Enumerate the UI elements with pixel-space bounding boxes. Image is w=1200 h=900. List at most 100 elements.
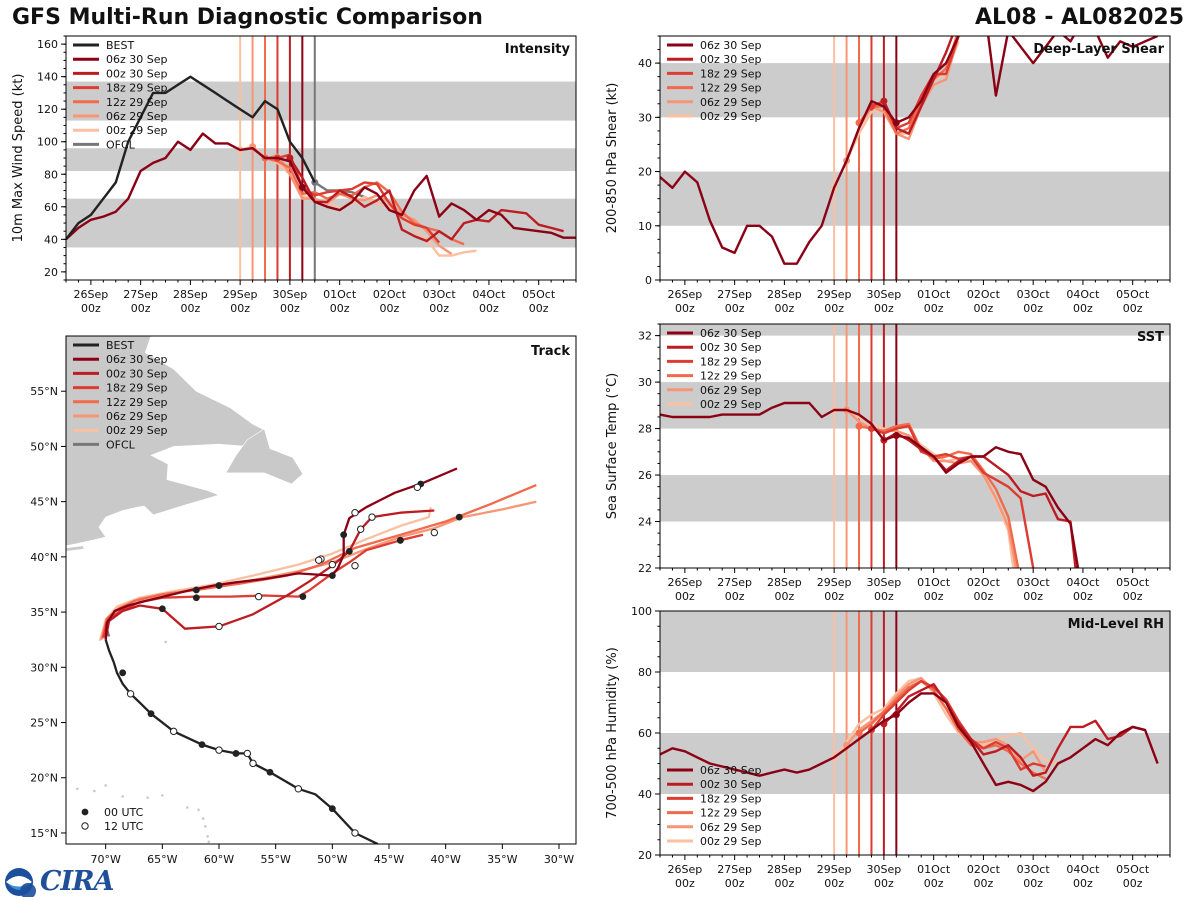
track-dot-00utc [345, 547, 353, 555]
y-tick-label: 40 [638, 57, 652, 70]
y-tick-label: 20 [44, 266, 58, 279]
panel-title: Intensity [505, 42, 571, 57]
x-tick-label: 03Oct [1017, 288, 1051, 301]
x-tick-label: 26Sep [668, 576, 703, 589]
y-tick-label: 40°N [30, 551, 58, 564]
y-tick-label: 30°N [30, 661, 58, 674]
track-dot-00utc [147, 710, 155, 718]
x-tick-label: 00z [1123, 877, 1143, 890]
track-line-00z-29-Sep [98, 506, 433, 642]
legend-label: 18z 29 Sep [700, 355, 762, 368]
legend-label: 00z 30 Sep [106, 67, 168, 80]
x-tick-label: 30Sep [273, 288, 308, 301]
x-tick-label: 28Sep [173, 288, 208, 301]
legend-label: 12z 29 Sep [106, 96, 168, 109]
panel-title: Deep-Layer Shear [1033, 42, 1164, 57]
y-tick-label: 15°N [30, 827, 58, 840]
y-tick-label: 80 [44, 168, 58, 181]
legend-label: 06z 30 Sep [700, 327, 762, 340]
x-tick-label: 00z [824, 302, 844, 315]
track-line-00z-30-Sep [104, 509, 435, 639]
legend-label: 18z 29 Sep [106, 82, 168, 95]
x-tick-label: 55°W [260, 853, 290, 866]
x-tick-label: 00z [924, 590, 944, 603]
legend-label: 06z 30 Sep [700, 764, 762, 777]
x-tick-label: 00z [131, 302, 151, 315]
x-tick-label: 00z [429, 302, 449, 315]
panel-rh: 2040608010026Sep00z27Sep00z28Sep00z29Sep… [605, 605, 1171, 890]
x-tick-label: 04Oct [1066, 863, 1100, 876]
legend-label: 12z 29 Sep [700, 370, 762, 383]
x-tick-label: 00z [1023, 590, 1043, 603]
x-tick-label: 29Sep [817, 576, 852, 589]
x-tick-label: 03Oct [1017, 576, 1051, 589]
shaded-band [660, 733, 1170, 794]
x-tick-label: 02Oct [967, 288, 1001, 301]
x-tick-label: 35°W [487, 853, 517, 866]
plot-area [660, 611, 1170, 855]
init-marker [298, 183, 306, 191]
legend-label: 12z 29 Sep [700, 82, 762, 95]
y-tick-label: 30 [638, 111, 652, 124]
y-axis-label: 200-850 hPa Shear (kt) [605, 83, 620, 234]
page-title: GFS Multi-Run Diagnostic Comparison [12, 5, 483, 30]
x-tick-label: 00z [1023, 302, 1043, 315]
y-tick-label: 100 [37, 136, 58, 149]
series-line-00z-30-Sep [288, 157, 564, 243]
island-shape [201, 817, 205, 820]
series-line-12z-29-Sep [858, 36, 958, 135]
x-tick-label: 01Oct [323, 288, 357, 301]
y-tick-label: 50°N [30, 440, 58, 453]
track-dot-00utc [328, 805, 336, 813]
island-shape [121, 795, 124, 798]
y-axis-label: Sea Surface Temp (°C) [605, 373, 620, 520]
shaded-band [660, 324, 1170, 336]
track-line-06z-29-Sep [99, 500, 537, 641]
track-dot-00utc [192, 586, 200, 594]
y-tick-label: 22 [638, 562, 652, 575]
x-tick-label: 00z [675, 877, 695, 890]
legend-label: 06z 29 Sep [106, 410, 168, 423]
x-tick-label: 70°W [90, 853, 120, 866]
series-line-00z-30-Sep [882, 36, 954, 135]
track-line-BEST [104, 639, 379, 844]
x-tick-label: 03Oct [1017, 863, 1051, 876]
marker-legend-00utc [81, 808, 89, 816]
y-tick-label: 100 [631, 605, 652, 618]
x-tick-label: 00z [479, 302, 499, 315]
x-tick-label: 00z [380, 302, 400, 315]
y-tick-label: 0 [645, 274, 652, 287]
island-shape [197, 808, 200, 812]
legend-label: 00z 29 Sep [700, 110, 762, 123]
x-tick-label: 00z [874, 302, 894, 315]
track-dot-00utc [340, 531, 348, 539]
x-tick-label: 00z [1073, 302, 1093, 315]
marker-legend-label: 00 UTC [104, 806, 144, 819]
series-line-06z-30-Sep [66, 132, 576, 241]
x-tick-label: 29Sep [817, 863, 852, 876]
x-tick-label: 00z [774, 877, 794, 890]
legend-label: 00z 30 Sep [700, 341, 762, 354]
panel-sst: 22242628303226Sep00z27Sep00z28Sep00z29Se… [605, 323, 1171, 603]
x-tick-label: 30Sep [867, 288, 902, 301]
y-axis-label: 10m Max Wind Speed (kt) [11, 74, 26, 243]
legend-label: OFCL [106, 138, 136, 151]
island-shape [204, 825, 207, 828]
x-tick-label: 00z [725, 877, 745, 890]
marker-legend-12utc [81, 822, 89, 830]
y-tick-label: 24 [638, 516, 652, 529]
x-tick-label: 04Oct [472, 288, 506, 301]
series-line-00z-29-Sep [833, 676, 1059, 765]
x-tick-label: 05Oct [1116, 288, 1150, 301]
x-tick-label: 40°W [430, 853, 460, 866]
panel-shear: 01020304026Sep00z27Sep00z28Sep00z29Sep00… [605, 35, 1171, 315]
legend-label: 18z 29 Sep [700, 67, 762, 80]
track-dot-12utc [215, 622, 223, 631]
y-tick-label: 26 [638, 469, 652, 482]
track-dot-12utc [413, 483, 422, 491]
track-dot-12utc [294, 785, 303, 793]
shaded-band [660, 475, 1170, 522]
